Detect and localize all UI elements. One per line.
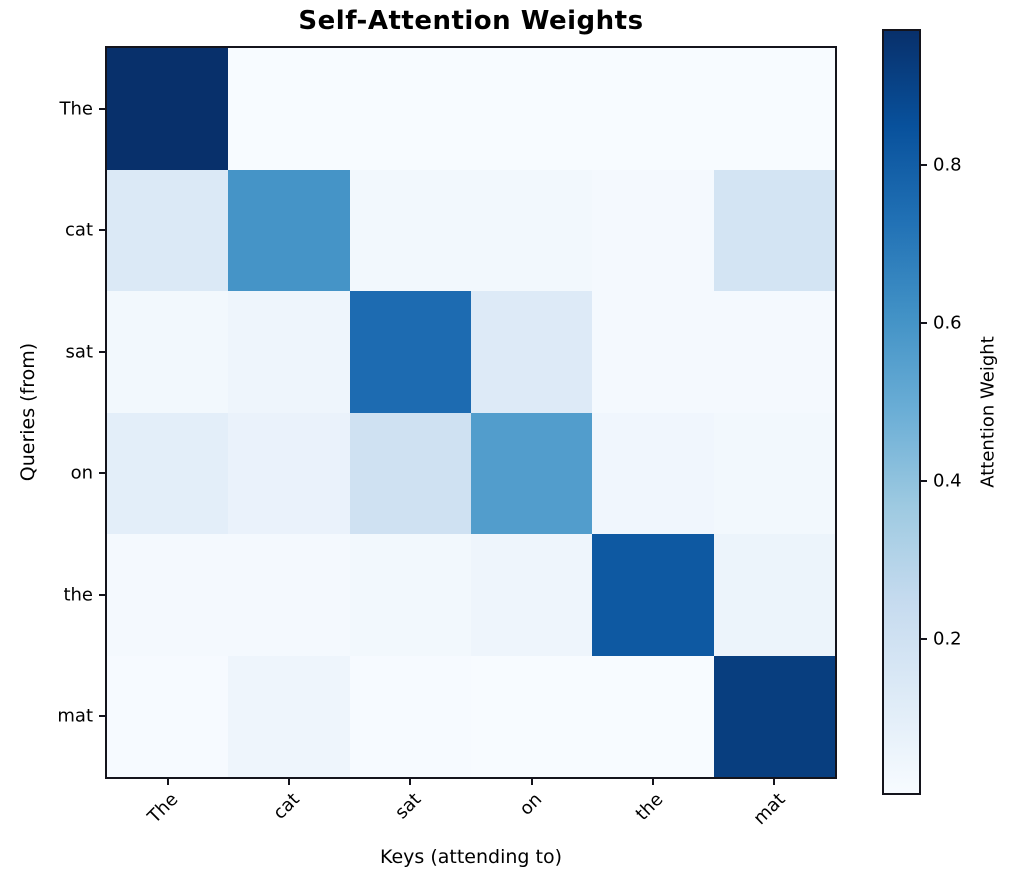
heatmap-cell: [471, 48, 593, 170]
heatmap-cell: [228, 655, 350, 777]
heatmap-cell: [592, 655, 714, 777]
colorbar-tick-mark: [919, 638, 927, 641]
heatmap-cell: [107, 534, 229, 656]
colorbar-tick-mark: [919, 480, 927, 483]
heatmap-cell: [349, 412, 471, 534]
y-tick-label: The: [59, 98, 93, 120]
y-tick-label: on: [70, 462, 93, 484]
heatmap-cell: [471, 534, 593, 656]
heatmap-cell: [107, 291, 229, 413]
colorbar-gradient: [884, 31, 919, 793]
y-tick-mark: [99, 229, 107, 232]
y-tick-mark: [99, 715, 107, 718]
heatmap-cell: [107, 412, 229, 534]
y-tick-label: the: [63, 584, 93, 606]
heatmap-cell: [107, 169, 229, 291]
colorbar-tick-label: 0.6: [933, 312, 962, 334]
heatmap-cell: [713, 655, 835, 777]
x-tick-mark: [773, 777, 776, 785]
heatmap-cell: [471, 412, 593, 534]
y-tick-label: cat: [65, 219, 93, 241]
colorbar-tick-label: 0.8: [933, 154, 962, 176]
heatmap-grid: [107, 48, 835, 777]
colorbar-tick-label: 0.4: [933, 470, 962, 492]
colorbar-tick-mark: [919, 322, 927, 325]
y-tick-label: mat: [57, 705, 93, 727]
x-axis-label: Keys (attending to): [379, 846, 563, 868]
heatmap-cell: [349, 655, 471, 777]
heatmap-axes: The cat sat on the mat The cat sat on the mat: [57, 46, 837, 829]
heatmap-cell: [592, 48, 714, 170]
heatmap-cell: [349, 534, 471, 656]
heatmap-cell: [713, 291, 835, 413]
colorbar: 0.2 0.4 0.6 0.8: [882, 29, 962, 795]
heatmap-cell: [592, 169, 714, 291]
x-tick-mark: [652, 777, 654, 785]
heatmap-cell: [228, 534, 350, 656]
heatmap-cell: [349, 169, 471, 291]
x-tick-mark: [166, 777, 169, 785]
heatmap-cell: [228, 291, 350, 413]
x-tick-mark: [409, 777, 412, 785]
x-tick-mark: [288, 777, 290, 785]
colorbar-tick-mark: [919, 164, 927, 167]
colorbar-tick-label: 0.2: [933, 628, 962, 650]
heatmap-cell: [107, 48, 229, 170]
heatmap-cell: [228, 48, 350, 170]
chart-title: Self-Attention Weights: [298, 6, 644, 36]
heatmap-cell: [349, 291, 471, 413]
y-tick-mark: [99, 472, 107, 475]
heatmap-cell: [592, 534, 714, 656]
heatmap-cell: [713, 48, 835, 170]
heatmap-cell: [713, 169, 835, 291]
y-tick-mark: [99, 107, 107, 110]
heatmap-cell: [592, 412, 714, 534]
y-tick-mark: [99, 593, 107, 596]
heatmap-cell: [713, 534, 835, 656]
heatmap-cell: [471, 291, 593, 413]
heatmap-cell: [107, 655, 229, 777]
y-tick-mark: [99, 350, 107, 353]
heatmap-cell: [228, 169, 350, 291]
heatmap-cell: [471, 655, 593, 777]
y-tick-label: sat: [65, 341, 93, 363]
x-tick-mark: [530, 777, 533, 785]
heatmap-cell: [471, 169, 593, 291]
heatmap-cell: [592, 291, 714, 413]
heatmap-cell: [349, 48, 471, 170]
heatmap-cell: [228, 412, 350, 534]
heatmap-cell: [713, 412, 835, 534]
